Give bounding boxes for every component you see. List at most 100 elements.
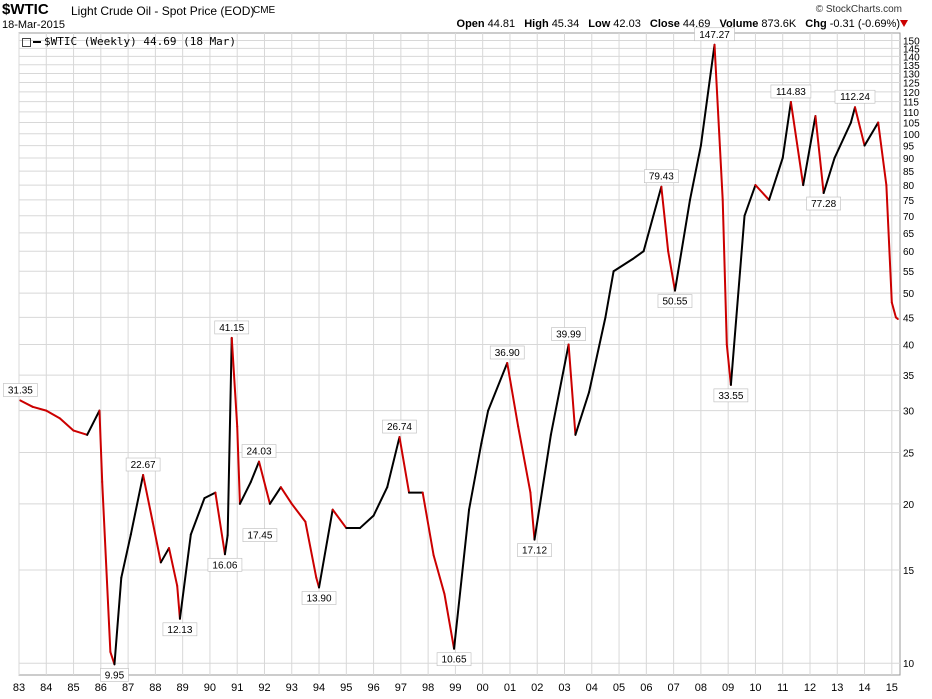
price-segment	[238, 480, 252, 505]
price-segment	[567, 343, 577, 436]
y-tick-label: 35	[903, 371, 915, 382]
price-segment	[268, 486, 282, 505]
price-segment	[203, 491, 217, 500]
price-segment	[574, 391, 591, 436]
price-label: 147.27	[699, 30, 730, 41]
price-segment	[549, 343, 570, 436]
price-segment	[885, 184, 893, 304]
legend-label: $WTIC (Weekly) 44.69 (18 Mar)	[44, 35, 237, 48]
x-tick-label: 89	[177, 682, 189, 694]
x-tick-label: 14	[858, 682, 870, 694]
close-value: 44.69	[682, 18, 711, 30]
price-segment	[168, 547, 179, 587]
price-segment	[688, 144, 702, 201]
price-label: 39.99	[556, 330, 581, 341]
x-tick-label: 02	[531, 682, 543, 694]
price-segment	[517, 425, 532, 494]
price-label: 50.55	[662, 297, 687, 308]
x-tick-label: 94	[313, 682, 325, 694]
x-tick-label: 95	[340, 682, 352, 694]
price-label: 17.45	[247, 531, 272, 542]
price-label-box	[207, 557, 243, 572]
price-segment	[754, 184, 771, 201]
price-segment	[236, 425, 241, 505]
instrument-name: Light Crude Oil - Spot Price (EOD)	[71, 4, 255, 18]
x-tick-label: 08	[695, 682, 707, 694]
y-tick-label: 30	[903, 407, 915, 418]
low-value: 42.03	[613, 18, 641, 30]
price-segment	[890, 301, 897, 319]
x-tick-label: 01	[504, 682, 516, 694]
price-label-box	[834, 89, 876, 104]
y-tick-label: 65	[903, 229, 915, 240]
y-tick-label: 60	[903, 247, 915, 258]
brand-watermark: © StockCharts.com	[815, 4, 902, 15]
price-segment	[421, 491, 435, 557]
y-tick-label: 80	[903, 181, 915, 192]
price-segment	[226, 336, 233, 537]
price-segment	[729, 214, 746, 386]
price-segment	[318, 508, 334, 589]
y-tick-label: 10	[903, 659, 915, 670]
x-tick-label: 84	[40, 682, 52, 694]
price-segment	[45, 409, 61, 420]
price-segment	[372, 486, 389, 517]
series-legend: $WTIC (Weekly) 44.69 (18 Mar)	[22, 35, 236, 48]
price-label-box	[214, 320, 250, 335]
price-segment	[604, 270, 615, 319]
price-segment	[725, 343, 732, 386]
quote-date: 18-Mar-2015	[2, 19, 65, 31]
x-tick-label: 93	[286, 682, 298, 694]
price-label-box	[489, 345, 525, 360]
price-label-box	[3, 383, 38, 397]
price-label: 41.15	[219, 323, 244, 334]
price-segment	[98, 409, 104, 483]
x-tick-label: 87	[122, 682, 134, 694]
price-segment	[230, 336, 239, 428]
ohlc-readout: Open 44.81 High 45.34 Low 42.03 Close 44.69 …	[451, 18, 900, 30]
y-tick-label: 135	[903, 61, 920, 72]
price-segment	[713, 43, 724, 201]
price-segment	[894, 316, 899, 320]
y-tick-label: 25	[903, 449, 915, 460]
price-label-box	[436, 652, 472, 667]
price-label-box	[125, 457, 161, 472]
x-tick-label: 09	[722, 682, 734, 694]
price-label: 33.55	[718, 391, 743, 402]
y-tick-label: 40	[903, 340, 915, 351]
price-label-box	[551, 327, 586, 341]
price-segment	[151, 520, 162, 564]
price-label-box	[713, 388, 749, 403]
price-label-box	[301, 591, 337, 605]
price-segment	[19, 399, 34, 408]
price-label: 24.03	[247, 447, 272, 458]
price-segment	[631, 250, 645, 261]
x-tick-label: 13	[831, 682, 843, 694]
x-tick-label: 92	[258, 682, 270, 694]
low-label: Low	[588, 18, 611, 30]
price-segment	[588, 316, 607, 394]
x-tick-label: 12	[804, 682, 816, 694]
price-label-box	[382, 419, 417, 434]
price-segment	[86, 409, 101, 436]
open-value: 44.81	[487, 18, 516, 30]
price-segment	[72, 429, 89, 436]
x-tick-label: 06	[640, 682, 652, 694]
x-tick-label: 85	[67, 682, 79, 694]
x-tick-label: 83	[13, 682, 25, 694]
plot-area	[18, 32, 901, 676]
y-tick-label: 115	[903, 98, 919, 109]
exchange-label: CME	[253, 5, 276, 16]
x-tick-label: 07	[667, 682, 679, 694]
x-tick-label: 11	[777, 682, 788, 694]
price-label-box	[100, 668, 129, 682]
price-segment	[159, 547, 171, 564]
price-segment	[101, 480, 112, 653]
price-segment	[120, 533, 132, 579]
x-tick-label: 88	[149, 682, 161, 694]
price-segment	[853, 106, 866, 147]
price-segment	[223, 534, 229, 556]
x-tick-label: 91	[231, 682, 243, 694]
price-label: 22.67	[131, 460, 156, 471]
